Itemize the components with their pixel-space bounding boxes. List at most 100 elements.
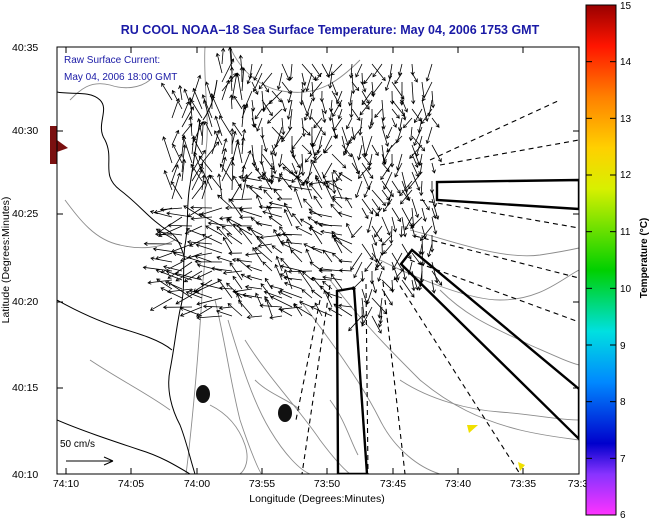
- current-vector: [228, 75, 234, 92]
- current-vector: [308, 208, 323, 218]
- current-vector: [391, 216, 398, 233]
- current-vector: [399, 189, 413, 205]
- y-axis-title: Latitude (Degrees:Minutes): [0, 197, 12, 324]
- current-vector: [171, 164, 179, 182]
- x-tick-label: 74:05: [118, 478, 144, 490]
- current-vector: [192, 87, 203, 110]
- current-vector: [371, 63, 386, 82]
- current-vector: [233, 95, 243, 110]
- current-vector: [181, 106, 194, 128]
- current-vector: [165, 270, 193, 281]
- current-vector: [300, 153, 306, 177]
- current-vector: [263, 290, 283, 299]
- current-vector: [311, 144, 317, 161]
- current-vector: [226, 217, 243, 227]
- current-vector: [309, 182, 323, 200]
- current-vector: [374, 225, 383, 238]
- current-vector: [401, 108, 407, 121]
- current-vector: [201, 174, 211, 200]
- current-vector: [246, 274, 263, 281]
- sst-patch-warm-small: [518, 462, 525, 471]
- current-vector: [221, 156, 235, 182]
- current-vector: [276, 232, 293, 237]
- current-vector: [361, 243, 374, 261]
- current-vector: [262, 173, 273, 191]
- current-vector: [191, 74, 202, 101]
- current-vector: [202, 99, 213, 128]
- current-vector: [411, 252, 422, 266]
- current-vector: [301, 126, 311, 136]
- current-vector: [304, 153, 313, 163]
- current-vector: [409, 144, 423, 159]
- plot-border: [56, 46, 580, 475]
- current-vector: [399, 225, 404, 238]
- current-vector: [331, 234, 343, 254]
- current-vector: [152, 247, 183, 254]
- coastline: [57, 79, 218, 474]
- current-vector: [430, 90, 436, 109]
- current-vector: [431, 117, 440, 128]
- current-vector: [425, 63, 433, 82]
- current-vector: [235, 72, 243, 101]
- current-vector: [397, 63, 403, 77]
- current-vector: [205, 225, 223, 236]
- current-vector: [408, 171, 423, 190]
- current-vector: [422, 81, 433, 102]
- current-vector: [363, 180, 373, 198]
- current-vector: [239, 227, 253, 245]
- current-vector: [394, 72, 403, 85]
- colorbar-gradient: [585, 4, 617, 516]
- x-tick-label: 73:55: [249, 478, 275, 490]
- current-vector: [284, 202, 293, 218]
- current-vector: [431, 216, 438, 235]
- current-vector: [190, 163, 203, 182]
- surface-current-vectors: [142, 47, 443, 334]
- current-vector: [249, 185, 263, 191]
- current-vector: [419, 180, 424, 197]
- y-axis-ticks: [57, 46, 579, 475]
- map-plot-area: [50, 46, 580, 475]
- current-vector: [200, 282, 223, 290]
- sst-patch-warm: [467, 425, 478, 433]
- annotation-line-1: Raw Surface Current:: [64, 55, 160, 66]
- current-vector: [172, 143, 183, 164]
- current-vector: [255, 221, 273, 227]
- current-vector: [268, 201, 293, 209]
- current-vector: [282, 166, 303, 182]
- current-vector: [254, 246, 273, 263]
- current-vector: [369, 271, 375, 285]
- current-vector: [191, 169, 203, 191]
- current-vector: [228, 251, 243, 256]
- current-vector: [190, 99, 203, 119]
- current-vector: [351, 162, 360, 175]
- current-vector: [381, 126, 390, 147]
- current-vector: [303, 99, 313, 122]
- y-tick-label: 40:10: [12, 469, 38, 481]
- annotation-line-2: May 04, 2006 18:00 GMT: [64, 72, 177, 83]
- current-vector: [271, 144, 277, 157]
- current-vector: [183, 270, 203, 283]
- current-vector: [149, 210, 173, 218]
- current-vector: [413, 126, 423, 147]
- current-vector: [310, 289, 323, 299]
- y-tick-labels: 40:35 40:30 40:25 40:20 40:15 40:10: [12, 42, 38, 481]
- current-vector: [263, 189, 273, 200]
- current-vector: [150, 256, 173, 263]
- current-vector: [300, 81, 306, 93]
- current-vector: [258, 185, 283, 191]
- current-vector: [313, 153, 323, 164]
- current-vector: [264, 297, 273, 317]
- y-tick-label: 40:30: [12, 125, 38, 137]
- y-tick-label: 40:25: [12, 208, 38, 220]
- current-vector: [330, 63, 343, 76]
- current-vector: [335, 90, 343, 105]
- current-vector: [221, 79, 230, 101]
- current-vector: [181, 101, 190, 119]
- current-vector: [251, 81, 259, 96]
- zone-east-diagonal: [399, 248, 579, 441]
- current-vector: [345, 222, 353, 236]
- current-vector: [267, 108, 283, 124]
- current-vector: [309, 225, 323, 245]
- current-vector: [383, 243, 393, 255]
- current-vector: [386, 126, 393, 140]
